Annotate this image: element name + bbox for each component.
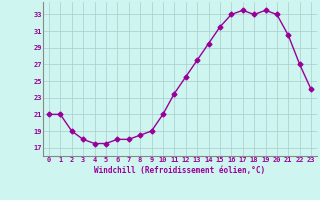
X-axis label: Windchill (Refroidissement éolien,°C): Windchill (Refroidissement éolien,°C) [94, 166, 266, 175]
